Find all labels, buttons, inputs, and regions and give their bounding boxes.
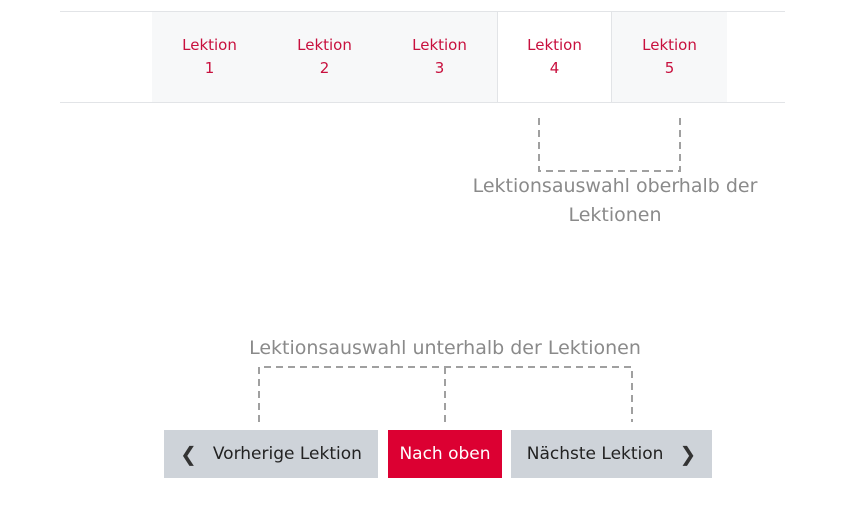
tab-lektion-3[interactable]: Lektion 3 [382,12,497,102]
tab-lektion-2[interactable]: Lektion 2 [267,12,382,102]
tab-label: Lektion [297,36,352,54]
tab-number: 2 [319,59,330,77]
previous-lesson-label: Vorherige Lektion [212,444,362,464]
tab-label: Lektion [412,36,467,54]
tab-label: Lektion [642,36,697,54]
tab-lektion-4[interactable]: Lektion 4 [497,12,612,102]
previous-lesson-button[interactable]: ❮ Vorherige Lektion [164,430,378,478]
chevron-left-icon: ❮ [180,442,197,466]
tab-number: 5 [664,59,675,77]
back-to-top-button[interactable]: Nach oben [388,430,502,478]
tab-lektion-5[interactable]: Lektion 5 [612,12,727,102]
next-lesson-label: Nächste Lektion [526,444,664,464]
tab-number: 1 [204,59,215,77]
annotation-top-line1: Lektionsauswahl oberhalb der [472,175,758,197]
tab-label: Lektion [182,36,237,54]
tab-number: 3 [434,59,445,77]
annotation-top: Lektionsauswahl oberhalb der Lektionen [455,172,775,230]
annotation-top-line2: Lektionen [568,204,662,226]
next-lesson-button[interactable]: Nächste Lektion ❯ [511,430,712,478]
annotation-bottom: Lektionsauswahl unterhalb der Lektionen [249,337,641,359]
top-bracket [538,118,681,172]
tab-number: 4 [549,59,560,77]
tab-label: Lektion [527,36,582,54]
tab-lektion-1[interactable]: Lektion 1 [152,12,267,102]
lesson-tabs: Lektion 1 Lektion 2 Lektion 3 Lektion 4 Lekt… [152,12,727,102]
chevron-right-icon: ❯ [679,442,697,466]
divider-top [60,11,785,12]
divider-bottom [60,102,785,103]
